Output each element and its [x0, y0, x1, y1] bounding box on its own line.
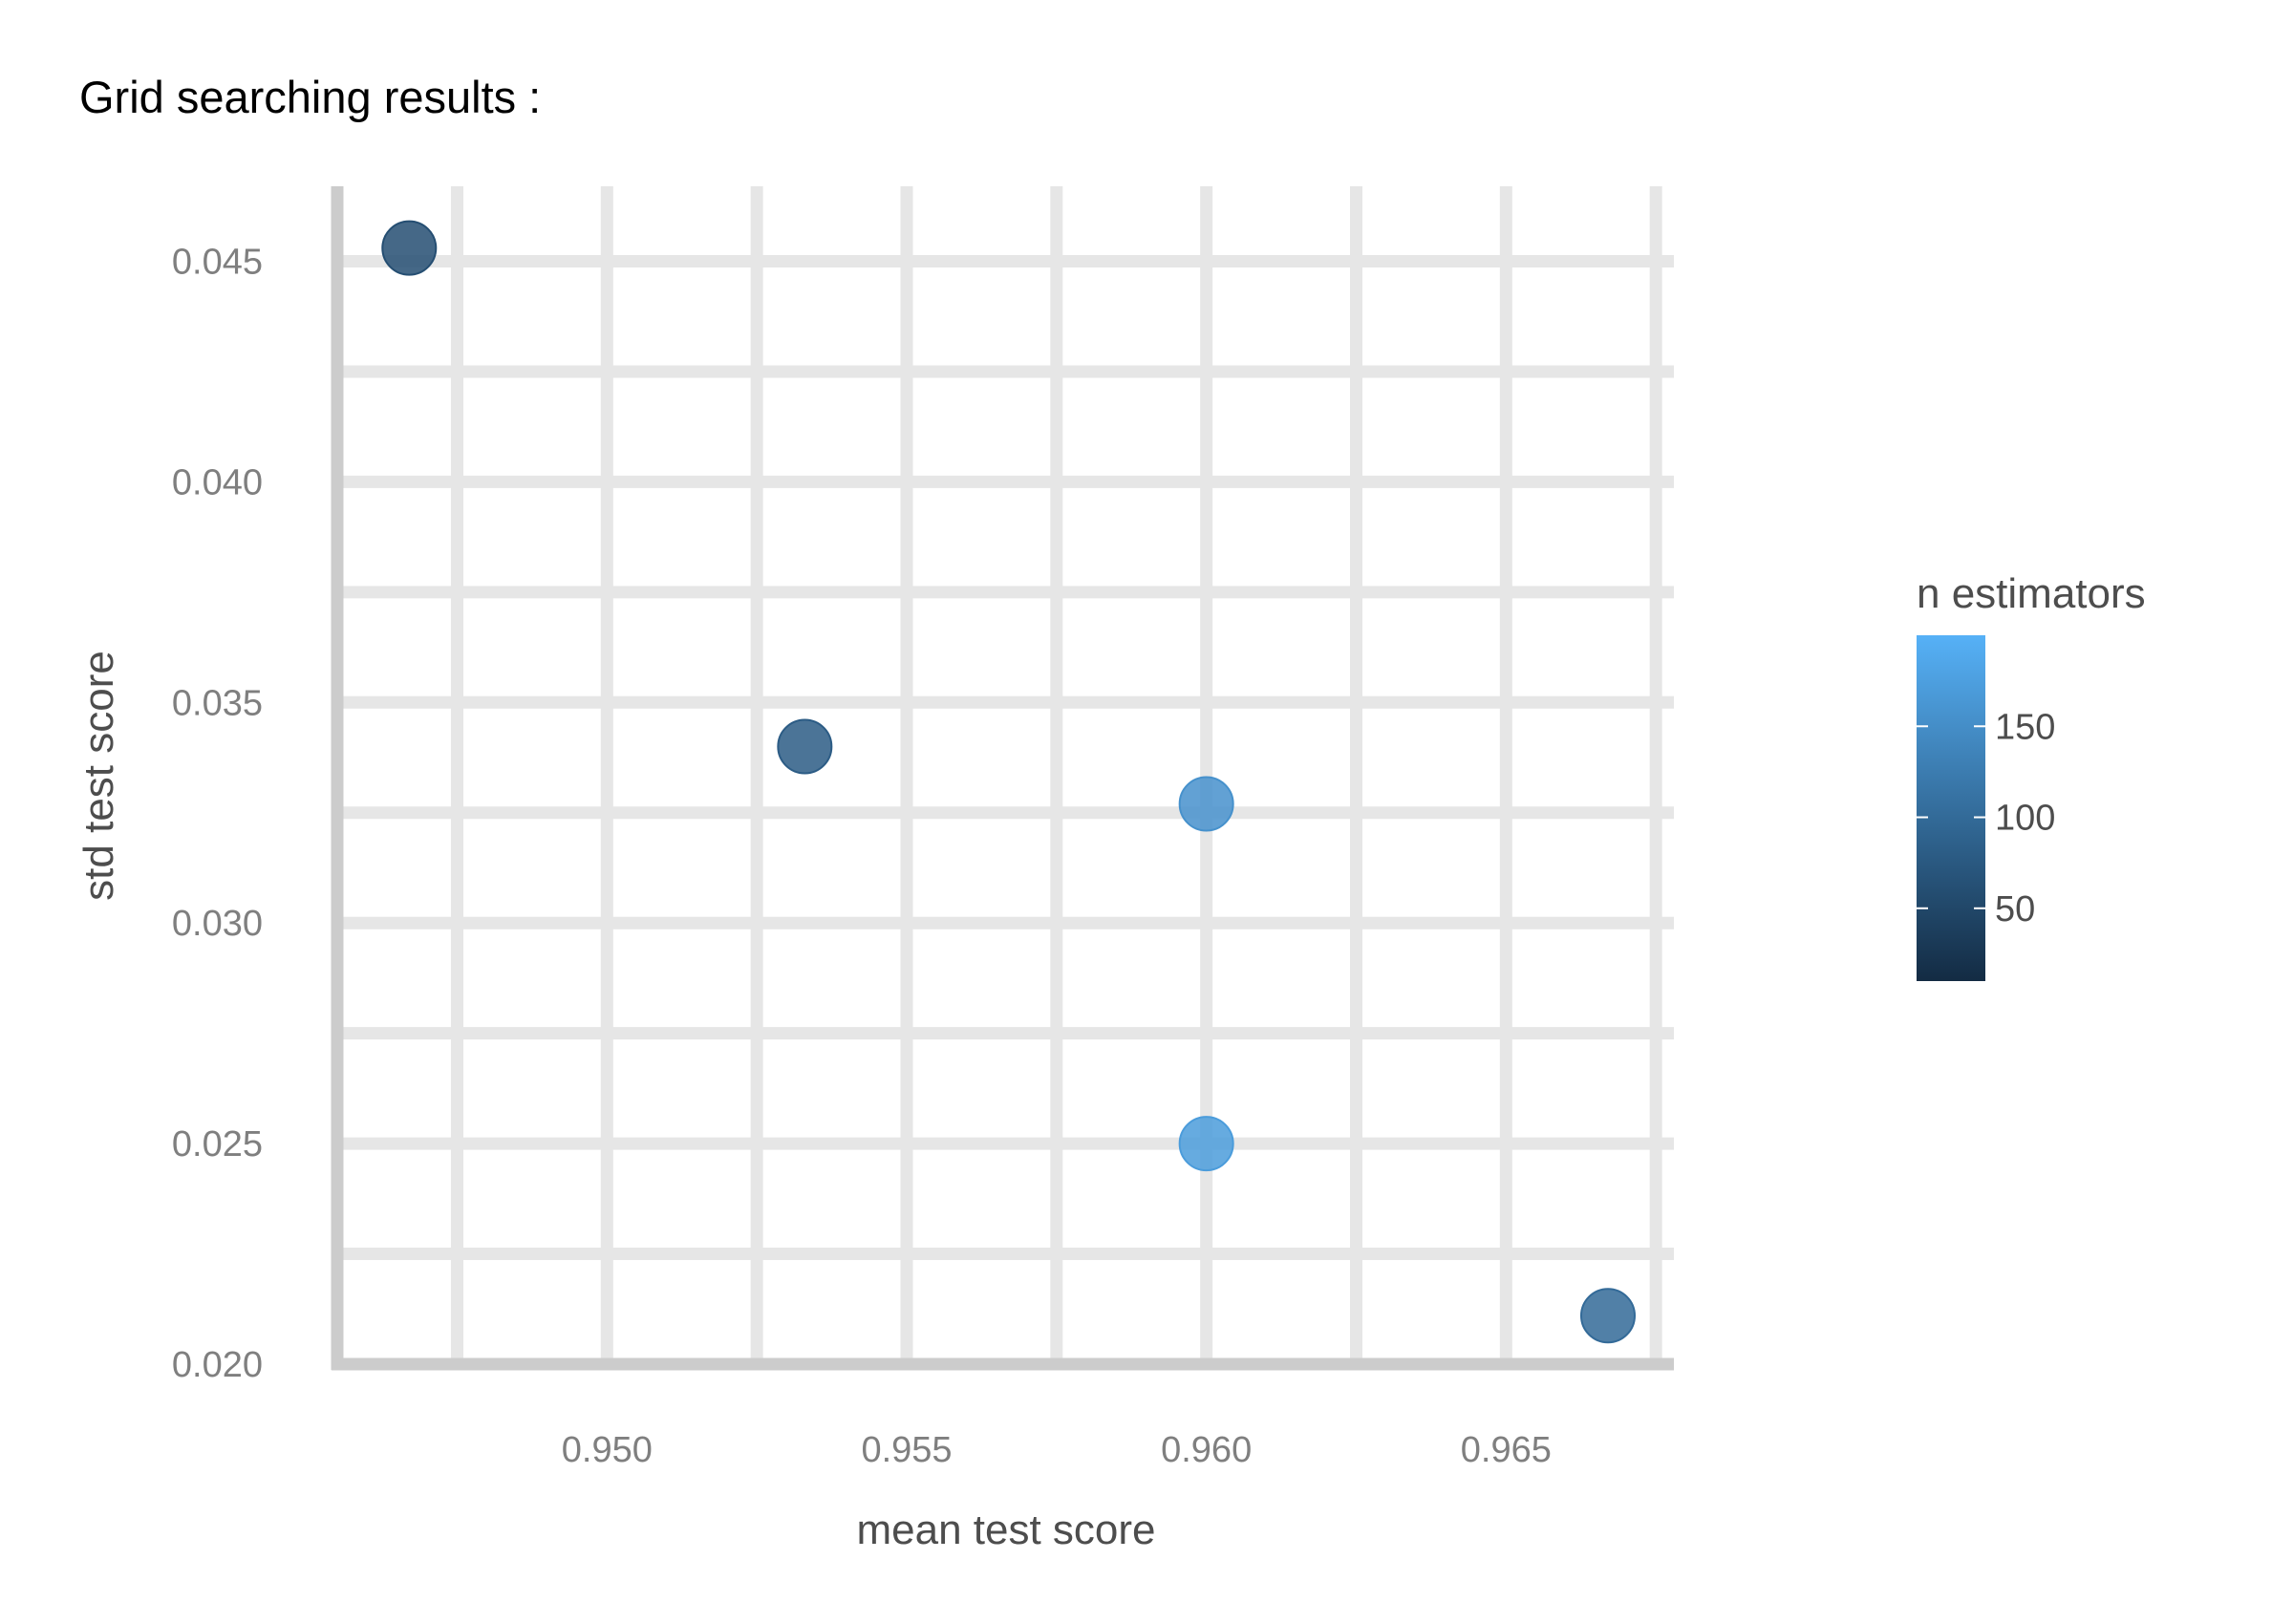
legend-colorbar — [1917, 635, 1985, 981]
y-tick-label: 0.045 — [172, 243, 263, 283]
y-tick-label: 0.020 — [172, 1345, 263, 1385]
legend-tick-label: 50 — [1995, 889, 2035, 930]
legend-ticks: 50 100 150 — [1917, 707, 2055, 930]
x-tick-label: 0.965 — [1461, 1430, 1552, 1470]
data-point — [777, 718, 833, 775]
y-tick-label: 0.025 — [172, 1124, 263, 1165]
y-tick-label: 0.035 — [172, 683, 263, 723]
data-points — [381, 220, 1636, 1344]
data-point — [1178, 1116, 1234, 1172]
y-tick-label: 0.030 — [172, 904, 263, 944]
chart-title: Grid searching results : — [79, 72, 541, 122]
x-axis-ticks: 0.950 0.955 0.960 0.965 — [562, 1430, 1552, 1470]
data-point — [381, 220, 438, 276]
color-legend: n estimators 50 100 150 — [1917, 570, 2146, 981]
grid-lines — [337, 186, 1674, 1371]
y-axis-title: std test score — [75, 651, 122, 901]
legend-tick-label: 100 — [1995, 799, 2055, 839]
legend-title: n estimators — [1917, 570, 2146, 617]
y-tick-label: 0.040 — [172, 462, 263, 502]
axis-lines — [331, 186, 1674, 1371]
x-tick-label: 0.955 — [861, 1430, 952, 1470]
y-axis-ticks: 0.020 0.025 0.030 0.035 0.040 0.045 — [172, 243, 263, 1385]
data-point — [1178, 776, 1234, 832]
x-tick-label: 0.960 — [1161, 1430, 1252, 1470]
x-tick-label: 0.950 — [562, 1430, 653, 1470]
legend-tick-label: 150 — [1995, 707, 2055, 747]
data-point — [1579, 1288, 1636, 1344]
x-axis-title: mean test score — [856, 1506, 1155, 1553]
